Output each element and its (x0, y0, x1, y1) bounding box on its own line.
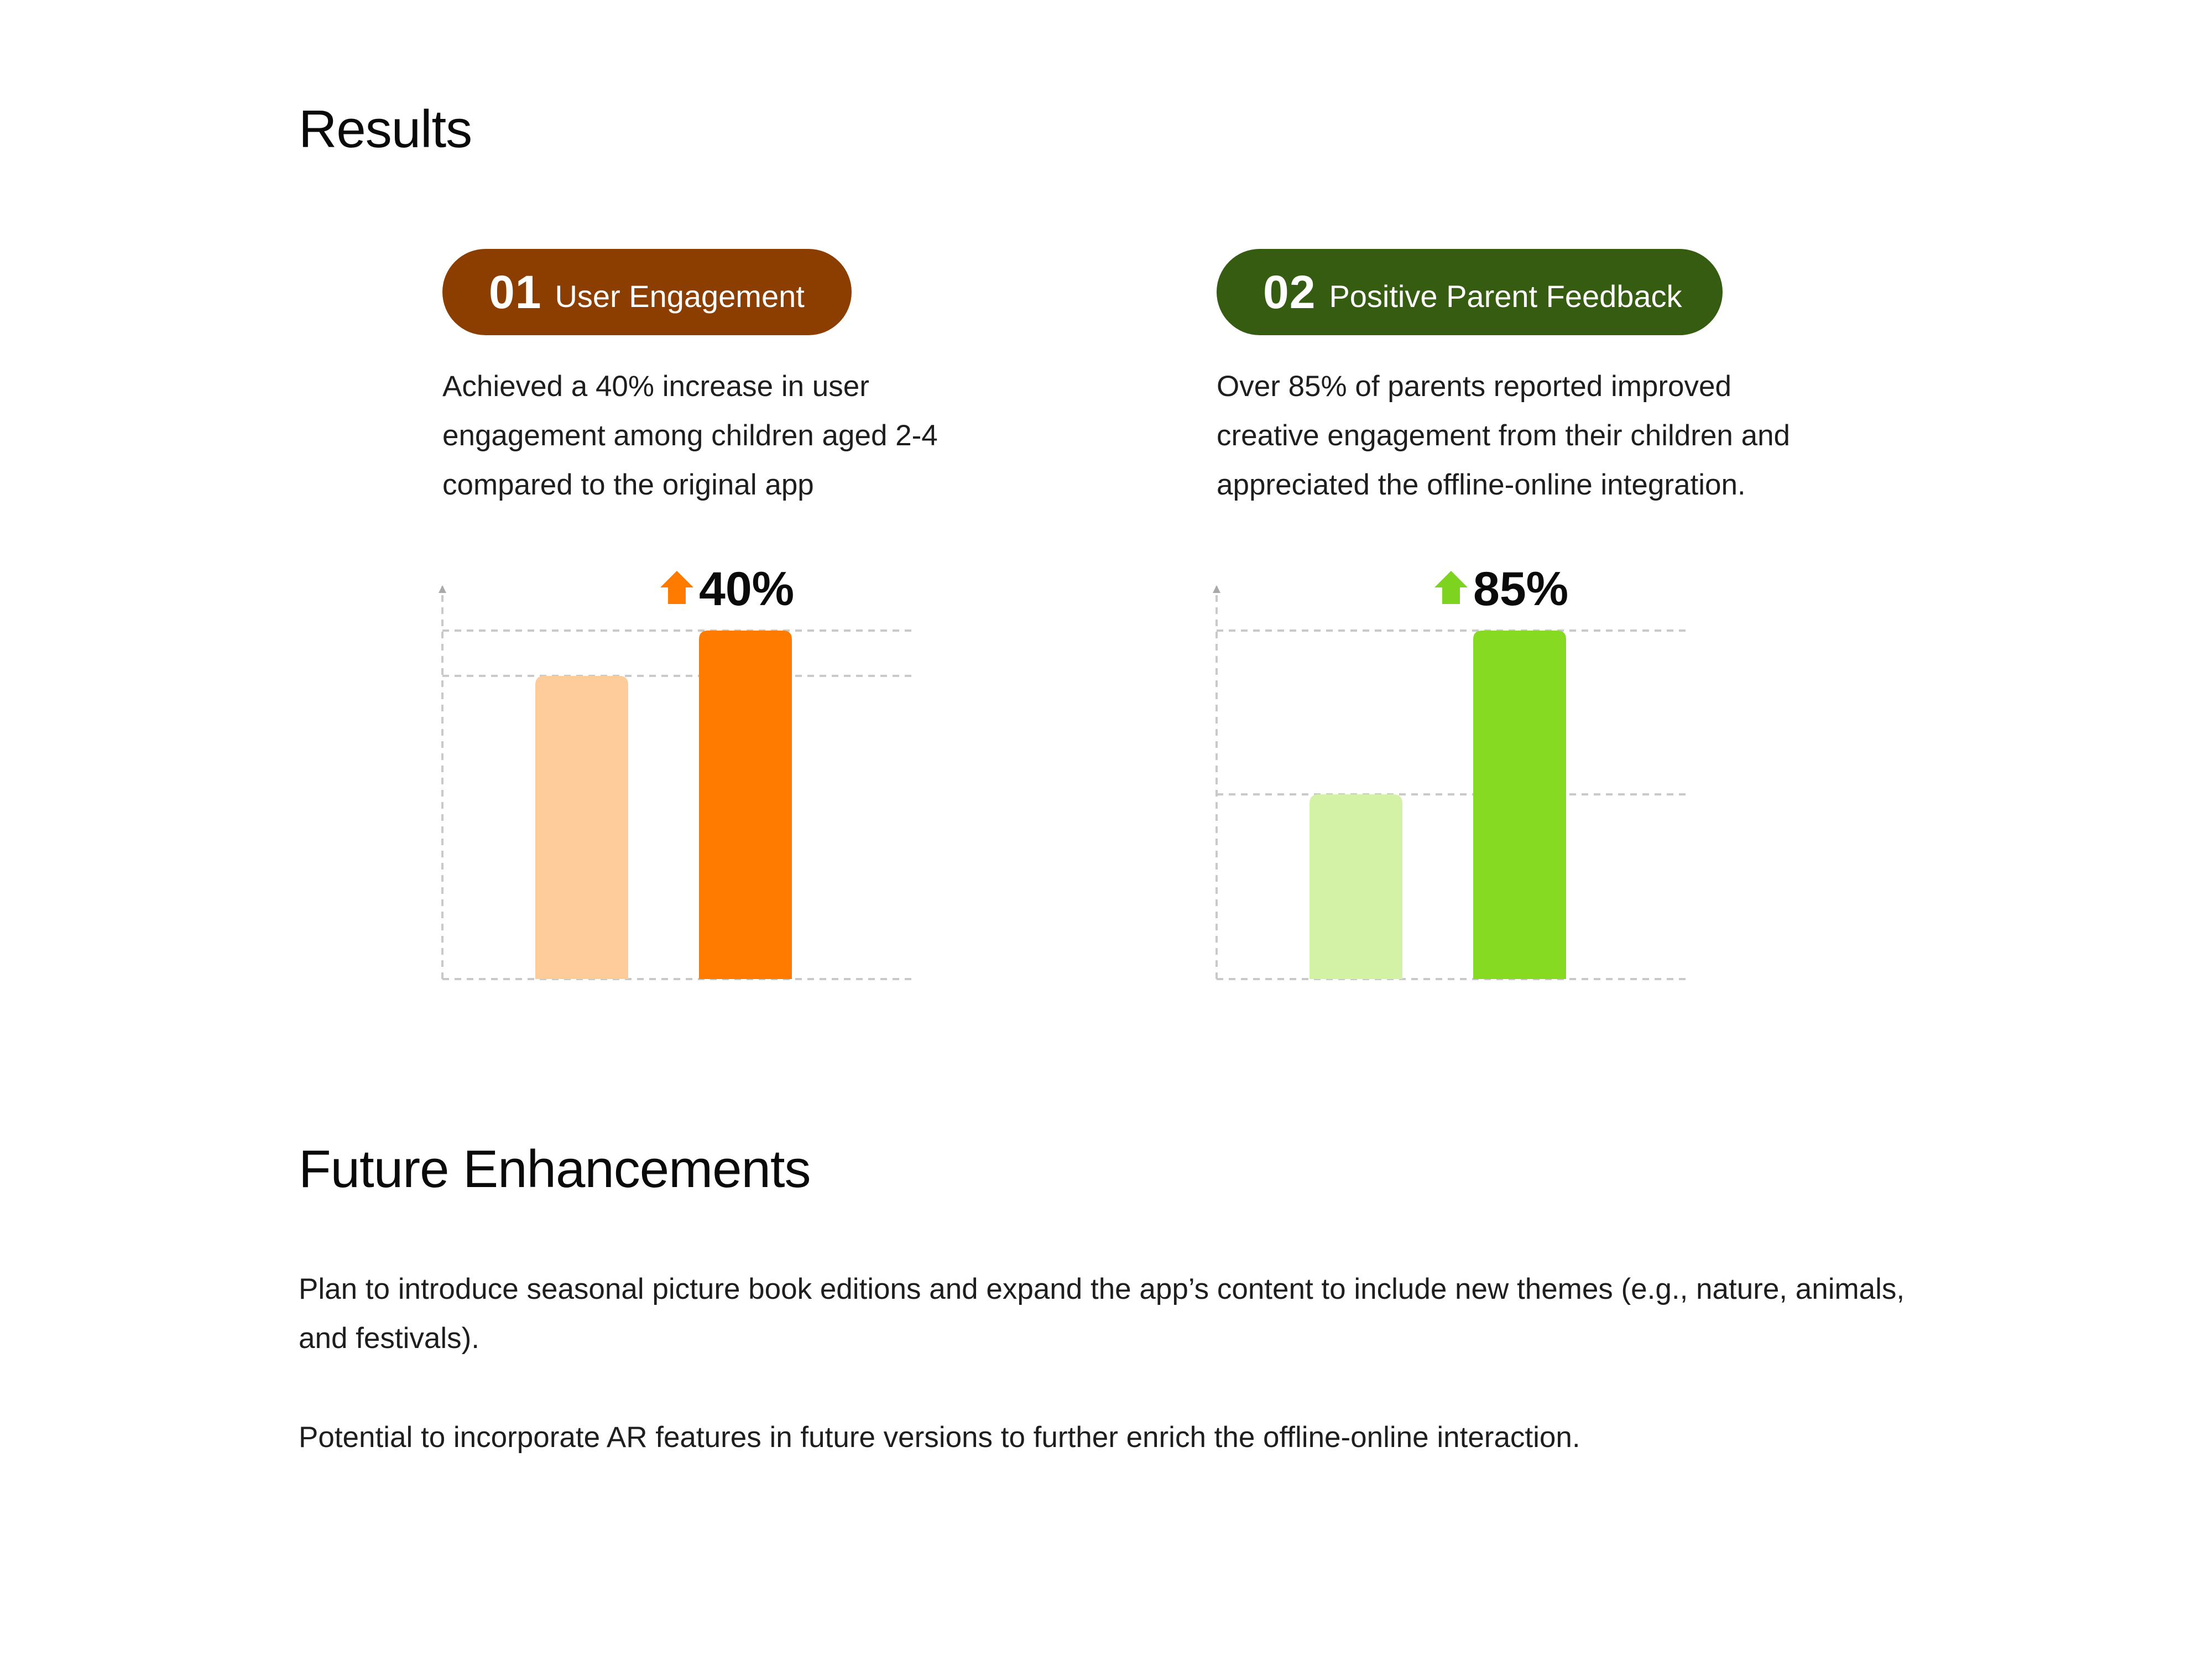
bar-2 (699, 631, 792, 979)
engagement-bar-chart: 40% (439, 563, 912, 980)
results-heading: Results (299, 100, 472, 159)
card-2-description-line: Over 85% of parents reported improved (1217, 370, 1731, 403)
card-1-pill: 01 User Engagement (442, 249, 852, 335)
card-2-pill: 02 Positive Parent Feedback (1217, 249, 1723, 335)
future-paragraph-1: Plan to introduce seasonal picture book … (299, 1273, 1905, 1355)
arrow-up-icon (660, 571, 693, 604)
card-2-metric: 85% (1473, 563, 1568, 616)
card-1-number: 01 (489, 266, 542, 318)
bar-1 (535, 675, 628, 979)
future-enhancements-heading: Future Enhancements (299, 1139, 811, 1199)
future-paragraph-2: Potential to incorporate AR features in … (299, 1421, 1580, 1454)
card-1-description-line: compared to the original app (442, 469, 814, 501)
card-1-metric: 40% (699, 563, 794, 616)
arrow-up-icon (1434, 571, 1468, 604)
card-2-description-line: creative engagement from their children … (1217, 419, 1791, 452)
card-2-number: 02 (1263, 266, 1316, 318)
card-2-description: Over 85% of parents reported improved cr… (1217, 362, 1790, 509)
card-2-description-line: appreciated the offline-online integrati… (1217, 469, 1746, 501)
bar-1 (1310, 794, 1402, 979)
y-axis-arrow-icon (439, 585, 446, 593)
bar-2 (1473, 631, 1566, 979)
card-1-label: User Engagement (555, 278, 805, 314)
card-2-label: Positive Parent Feedback (1329, 278, 1682, 314)
card-1-description-line: Achieved a 40% increase in user (442, 370, 869, 403)
y-axis-arrow-icon (1213, 585, 1220, 593)
card-1-description: Achieved a 40% increase in user engageme… (442, 362, 938, 509)
feedback-bar-chart: 85% (1213, 563, 1687, 980)
card-1-description-line: engagement among children aged 2-4 (442, 419, 938, 452)
